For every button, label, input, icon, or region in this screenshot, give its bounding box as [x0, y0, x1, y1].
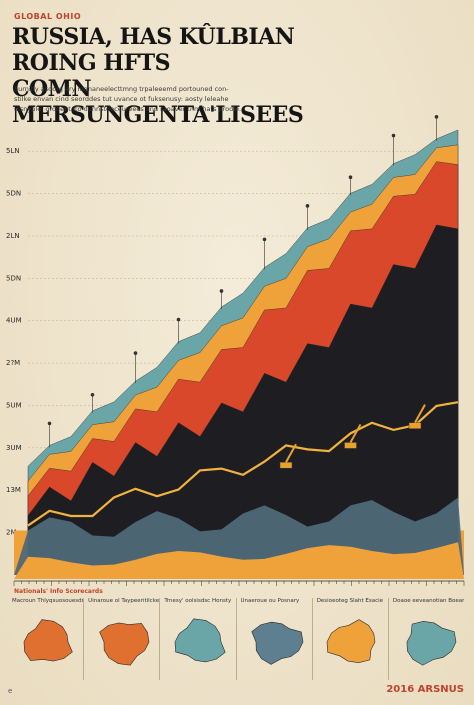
- y-tick-label: 2M: [6, 529, 17, 537]
- panels-heading: Nationals' Info Scorecards: [14, 588, 103, 595]
- map-panel-label: Unaeroue ou Posnary: [240, 598, 300, 604]
- marker-pin: [391, 133, 396, 138]
- y-tick-label: 5DN: [6, 274, 21, 282]
- map-panel: Trnesy' oolsisdsc Honsty: [164, 598, 237, 680]
- map-panel: Unaeroue ou Posnary: [241, 598, 313, 680]
- map-region: [175, 618, 226, 663]
- map-region: [326, 619, 375, 664]
- map-shape: [175, 618, 226, 663]
- title-line-2: COMN MERSUNGENTA'LISEES: [12, 76, 304, 128]
- rig-base: [279, 461, 293, 469]
- marker-pin: [176, 317, 181, 322]
- marker-pin: [434, 115, 439, 119]
- map-region: [99, 622, 150, 666]
- map-shape: [23, 619, 73, 662]
- rig-base: [344, 442, 357, 449]
- map-panels: Macroun Thlyqsuosouesdnes Uinaroue ol Tay…: [12, 598, 464, 680]
- map-panel: Macroun Thlyqsuosouesdnes: [12, 598, 85, 680]
- map-panel: Doaoe eeveanotian Boean: [393, 598, 464, 680]
- marker-pin: [348, 175, 353, 180]
- map-region: [406, 620, 457, 666]
- marker-pin: [219, 289, 224, 293]
- title-line-1: RUSSIA, HAS KÛLBIAN ROING HFTS: [12, 24, 295, 76]
- map-panel: Uinaroue ol Taypeeritilcke: [88, 598, 161, 680]
- y-tick-label: 2?M: [6, 359, 20, 367]
- y-tick-label: 2LN: [6, 232, 20, 240]
- area-series-1: [27, 224, 459, 576]
- bottom-orange-band: [14, 542, 464, 579]
- marker-pin: [133, 351, 138, 355]
- pipeline-line: [27, 401, 459, 527]
- map-shape: [326, 619, 375, 664]
- map-panel-label: Desioeoteg Slaht Esacie: [316, 598, 384, 604]
- rig-crane: [285, 443, 297, 463]
- marker-pin: [305, 204, 310, 208]
- map-panel: Desioeoteg Slaht Esacie: [317, 598, 389, 680]
- map-panel-label: Doaoe eeveanotian Boean: [392, 598, 465, 604]
- map-region: [250, 621, 303, 665]
- y-tick-label: 5DN: [6, 190, 21, 198]
- marker-pin: [47, 421, 52, 426]
- map-panel-label: Uinaroue ol Taypeeritilcke: [88, 598, 160, 604]
- marker-pin: [262, 237, 267, 242]
- subtitle-text: Surnihy asdorg ary mananeelecttmng trpal…: [14, 85, 242, 113]
- y-tick-label: 5LN: [6, 147, 20, 155]
- y-tick-label: 4UM: [6, 317, 22, 325]
- page-title: RUSSIA, HAS KÛLBIAN ROING HFTS COMN MERS…: [12, 24, 342, 128]
- marker-pin: [90, 392, 95, 397]
- footer-year-label: 2016 ARSNUS: [386, 684, 464, 695]
- map-panel-label: Trnesy' oolsisdsc Honsty: [164, 598, 232, 604]
- map-region: [23, 619, 73, 662]
- y-tick-label: 3UM: [6, 444, 22, 452]
- map-shape: [250, 621, 303, 665]
- rig-base: [408, 422, 422, 429]
- rig-crane: [414, 404, 426, 424]
- map-shape: [406, 620, 457, 666]
- kicker-label: GLOBAL OHIO: [14, 12, 82, 21]
- map-shape: [99, 622, 150, 666]
- map-panel-label: Macroun Thlyqsuosouesdnes: [12, 598, 83, 604]
- y-tick-label: 13M: [6, 486, 21, 494]
- corner-mark: e: [8, 687, 13, 695]
- y-tick-label: 5UM: [6, 401, 22, 409]
- rig-crane: [349, 423, 362, 443]
